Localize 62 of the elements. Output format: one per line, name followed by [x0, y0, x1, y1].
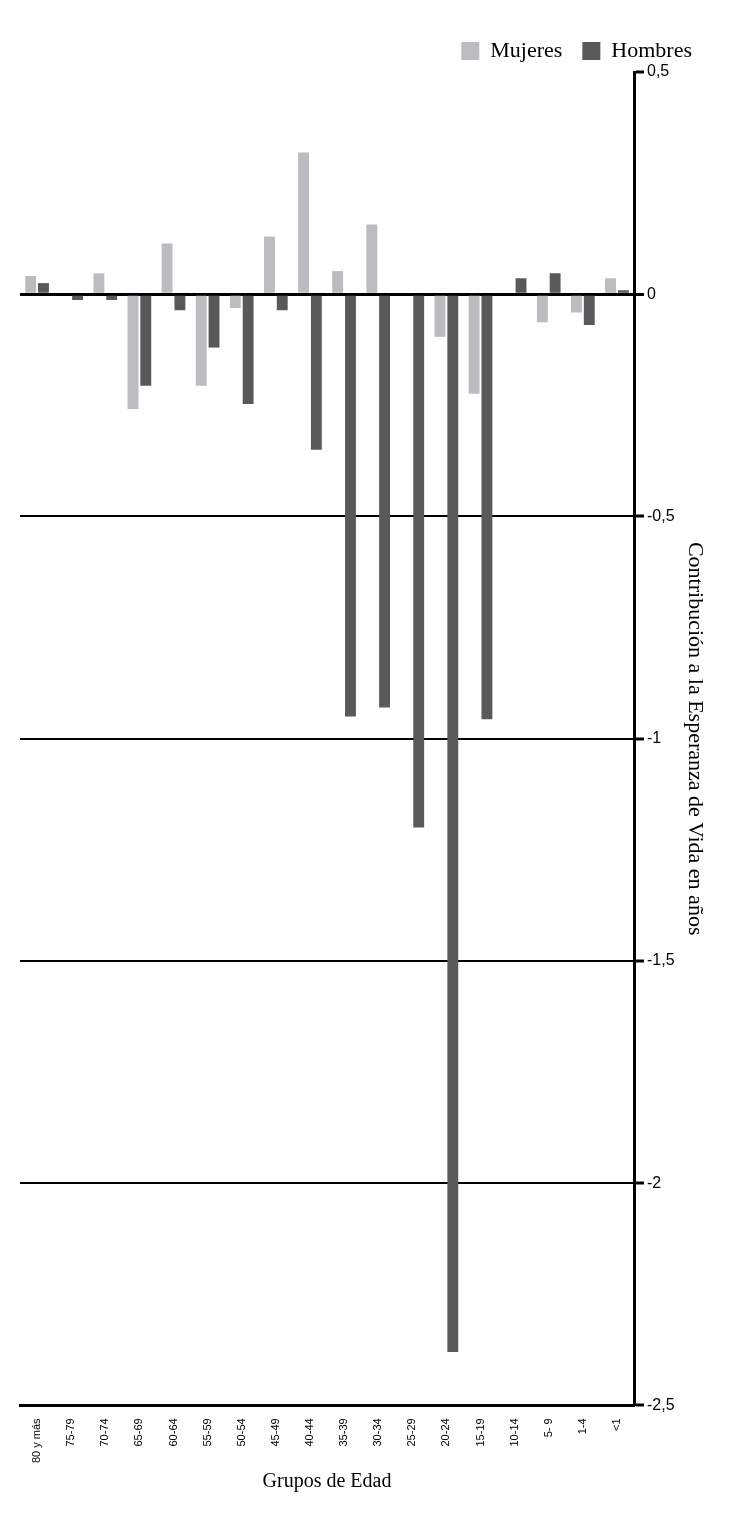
- x-tick-label: 70-74: [98, 1418, 111, 1447]
- x-tick-label: <1: [610, 1418, 622, 1431]
- y-tick-label: -0,5: [647, 506, 675, 524]
- bar: [106, 295, 118, 301]
- y-tick-label: 0,5: [647, 62, 670, 80]
- bar: [481, 295, 493, 720]
- x-tick-label: 80 y más: [30, 1417, 43, 1464]
- x-tick-label: 35-39: [337, 1418, 350, 1447]
- bar: [195, 295, 207, 386]
- x-tick-label: 65-69: [132, 1418, 145, 1447]
- bar: [93, 273, 105, 293]
- bar: [583, 295, 595, 325]
- x-tick-label: 30-34: [371, 1418, 384, 1447]
- bar: [276, 295, 288, 311]
- bar: [379, 295, 391, 708]
- x-tick-label: 60-64: [166, 1418, 179, 1447]
- x-tick-label: 55-59: [200, 1418, 213, 1447]
- bar: [617, 290, 629, 293]
- bar: [25, 276, 37, 293]
- bar: [413, 295, 425, 828]
- bar: [72, 295, 83, 301]
- bar: [229, 295, 241, 309]
- y-tick-label: 0: [647, 284, 657, 302]
- x-axis-title: Grupos de Edad: [262, 1469, 392, 1493]
- bar: [242, 295, 254, 405]
- bar: [38, 283, 49, 293]
- legend-label: Hombres: [611, 36, 692, 62]
- bar: [434, 295, 446, 337]
- x-tick-label: 45-49: [268, 1418, 281, 1447]
- bar: [366, 224, 378, 293]
- bar: [264, 236, 275, 293]
- bar: [208, 295, 220, 348]
- x-tick-label: 1-4: [575, 1418, 588, 1435]
- legend-label: Mujeres: [490, 36, 563, 62]
- bar: [345, 295, 356, 717]
- y-tick-label: -1: [647, 729, 662, 747]
- bar: [161, 243, 173, 293]
- y-axis-title: Contribución a la Esperanza de Vida en años: [684, 541, 710, 936]
- bar: [605, 278, 617, 293]
- x-tick-label: 20-24: [439, 1418, 452, 1447]
- bar: [515, 278, 527, 293]
- x-tick-label: 50-54: [234, 1418, 247, 1447]
- x-tick-label: 75-79: [64, 1418, 77, 1447]
- bar: [549, 273, 561, 293]
- bar: [298, 152, 309, 293]
- bar: [174, 295, 186, 311]
- bar: [140, 295, 152, 386]
- bar: [468, 295, 480, 394]
- y-tick-label: -2,5: [647, 1395, 675, 1413]
- y-tick-label: -1,5: [647, 951, 675, 969]
- x-tick-label: 40-44: [302, 1418, 315, 1447]
- bar: [447, 295, 459, 1353]
- bar: [332, 271, 344, 293]
- x-tick-label: 15-19: [473, 1418, 486, 1447]
- x-tick-label: 5- 9: [541, 1418, 554, 1438]
- y-tick-label: -2: [647, 1173, 662, 1191]
- x-tick-label: 10-14: [507, 1418, 520, 1447]
- bar: [310, 295, 322, 450]
- bar: [536, 295, 548, 323]
- bar: [127, 295, 139, 409]
- x-tick-label: 25-29: [405, 1418, 418, 1447]
- bar: [571, 295, 582, 313]
